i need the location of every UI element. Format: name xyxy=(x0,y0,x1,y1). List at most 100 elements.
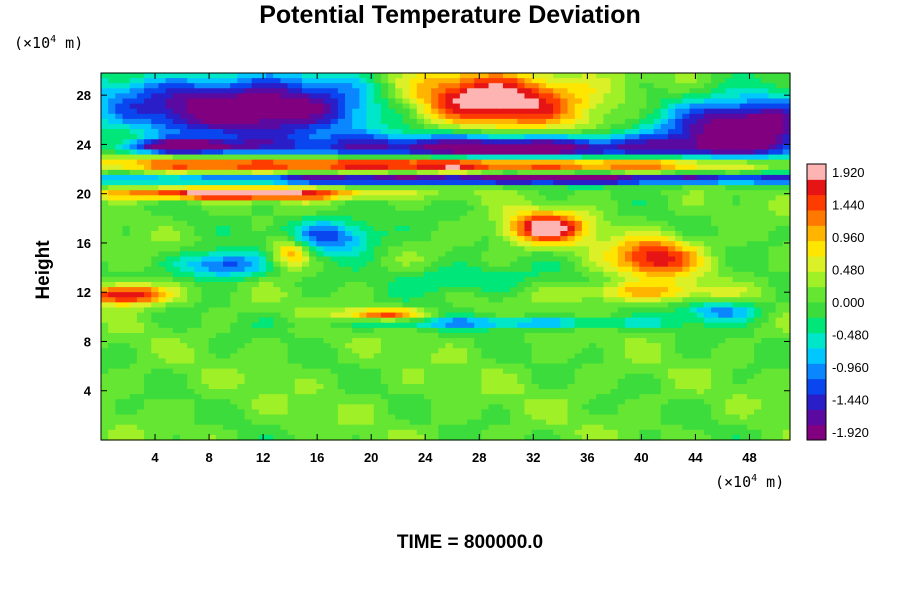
heatmap-cell xyxy=(639,307,648,314)
heatmap-cell xyxy=(632,332,640,339)
heatmap-cell xyxy=(452,180,461,186)
heatmap-cell xyxy=(589,281,597,288)
heatmap-cell xyxy=(739,266,748,273)
heatmap-cell xyxy=(467,271,475,278)
heatmap-cell xyxy=(445,103,454,110)
heatmap-cell xyxy=(409,190,418,196)
heatmap-cell xyxy=(223,113,231,120)
heatmap-cell xyxy=(689,123,698,130)
heatmap-cell xyxy=(101,276,109,283)
heatmap-cell xyxy=(215,312,224,319)
heatmap-cell xyxy=(610,276,619,283)
heatmap-cell xyxy=(215,246,224,253)
heatmap-cell xyxy=(366,322,375,329)
heatmap-cell xyxy=(754,231,762,237)
heatmap-cell xyxy=(624,88,633,94)
heatmap-cell xyxy=(395,241,404,247)
heatmap-cell xyxy=(215,225,224,232)
heatmap-cell xyxy=(459,322,468,329)
heatmap-cell xyxy=(560,108,569,115)
heatmap-cell xyxy=(488,292,497,298)
heatmap-cell xyxy=(108,149,116,156)
heatmap-cell xyxy=(158,271,167,278)
heatmap-cell xyxy=(237,317,246,324)
heatmap-cell xyxy=(653,134,662,140)
heatmap-cell xyxy=(136,113,145,120)
heatmap-cell xyxy=(775,164,784,171)
heatmap-cell xyxy=(223,261,231,268)
heatmap-cell xyxy=(237,312,246,319)
heatmap-cell xyxy=(459,159,468,166)
heatmap-cell xyxy=(746,297,755,303)
heatmap-cell xyxy=(610,144,619,151)
heatmap-cell xyxy=(316,302,325,309)
heatmap-cell xyxy=(538,180,547,186)
heatmap-cell xyxy=(223,78,231,84)
heatmap-cell xyxy=(172,174,181,181)
heatmap-cell xyxy=(345,297,353,303)
heatmap-cell xyxy=(517,231,526,237)
heatmap-cell xyxy=(144,246,152,253)
heatmap-cell xyxy=(474,297,482,303)
heatmap-cell xyxy=(309,190,317,196)
heatmap-cell xyxy=(459,180,468,186)
heatmap-cell xyxy=(646,271,655,278)
heatmap-cell xyxy=(560,302,569,309)
heatmap-cell xyxy=(646,154,655,161)
heatmap-cell xyxy=(739,88,748,94)
heatmap-cell xyxy=(373,169,382,176)
heatmap-cell xyxy=(689,236,698,242)
heatmap-cell xyxy=(617,134,626,140)
heatmap-cell xyxy=(158,98,167,105)
heatmap-cell xyxy=(179,261,188,268)
heatmap-cell xyxy=(179,271,188,278)
heatmap-cell xyxy=(510,174,518,181)
heatmap-cell xyxy=(294,169,303,176)
heatmap-cell xyxy=(481,312,490,319)
heatmap-cell xyxy=(653,164,662,171)
heatmap-cell xyxy=(603,225,612,232)
heatmap-cell xyxy=(538,185,547,191)
heatmap-cell xyxy=(251,118,260,125)
heatmap-cell xyxy=(337,220,346,227)
heatmap-cell xyxy=(438,200,447,207)
heatmap-cell xyxy=(732,215,741,222)
heatmap-cell xyxy=(244,129,253,135)
heatmap-cell xyxy=(395,108,404,115)
heatmap-cell xyxy=(495,276,504,283)
heatmap-cell xyxy=(696,231,705,237)
heatmap-cell xyxy=(251,149,260,156)
heatmap-cell xyxy=(345,276,353,283)
heatmap-cell xyxy=(309,332,317,339)
heatmap-cell xyxy=(402,144,411,151)
heatmap-cell xyxy=(517,195,526,202)
heatmap-cell xyxy=(517,113,526,120)
heatmap-cell xyxy=(359,225,368,232)
heatmap-cell xyxy=(316,98,325,105)
heatmap-cell xyxy=(402,332,411,339)
heatmap-cell xyxy=(431,185,439,191)
heatmap-cell xyxy=(467,246,475,253)
heatmap-cell xyxy=(754,200,762,207)
heatmap-cell xyxy=(725,129,734,135)
heatmap-cell xyxy=(388,98,396,105)
heatmap-cell xyxy=(366,190,375,196)
heatmap-cell xyxy=(187,98,195,105)
heatmap-cell xyxy=(746,276,755,283)
heatmap-cell xyxy=(545,113,554,120)
heatmap-cell xyxy=(725,185,734,191)
heatmap-cell xyxy=(711,271,719,278)
heatmap-cell xyxy=(459,164,468,171)
heatmap-cell xyxy=(481,200,490,207)
heatmap-cell xyxy=(201,276,210,283)
heatmap-cell xyxy=(244,225,253,232)
heatmap-cell xyxy=(409,302,418,309)
heatmap-cell xyxy=(330,200,339,207)
heatmap-cell xyxy=(481,215,490,222)
heatmap-cell xyxy=(244,139,253,145)
heatmap-cell xyxy=(481,327,490,334)
heatmap-cell xyxy=(610,231,619,237)
heatmap-cell xyxy=(761,149,770,156)
heatmap-cell xyxy=(337,169,346,176)
heatmap-cell xyxy=(545,241,554,247)
